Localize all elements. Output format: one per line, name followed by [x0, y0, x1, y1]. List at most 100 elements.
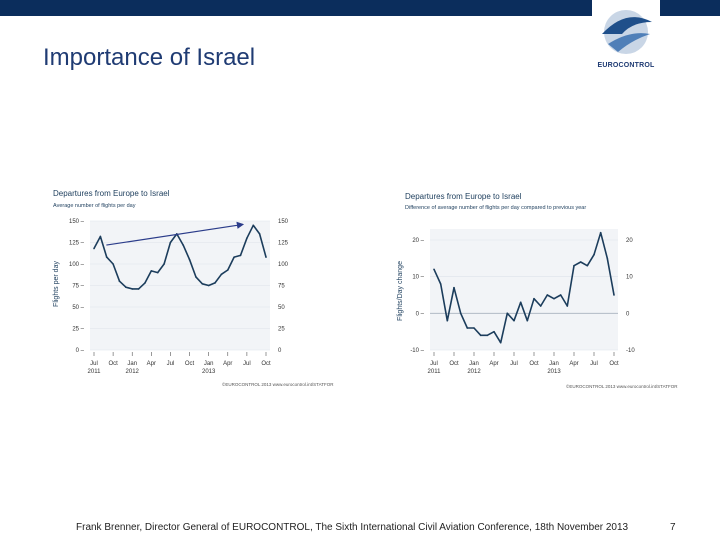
top-bar	[0, 0, 720, 16]
data-point	[433, 268, 435, 271]
x-year-label: 2012	[126, 369, 140, 375]
x-tick-label: Jul	[430, 361, 438, 367]
series-line	[433, 231, 615, 344]
data-point	[473, 327, 475, 329]
x-year-label: 2011	[88, 369, 102, 375]
y-tick-label: 10 –	[412, 275, 424, 281]
x-tick-label: Jul	[590, 361, 598, 367]
data-point	[226, 269, 229, 271]
data-point	[539, 305, 542, 307]
data-point	[150, 270, 153, 272]
data-point	[533, 297, 535, 300]
x-tick-label: Oct	[261, 361, 271, 367]
data-point	[112, 263, 114, 265]
data-point	[559, 294, 562, 296]
source-text: ©EUROCONTROL 2013 www.eurocontrol.int/ST…	[566, 383, 678, 389]
y-tick-label-right: 0	[626, 311, 630, 317]
data-point	[466, 327, 469, 329]
x-tick-label: Jan	[127, 361, 137, 367]
page-number: 7	[670, 522, 676, 533]
data-point	[513, 319, 515, 322]
chart-subtitle: Difference of average number of flights …	[405, 205, 586, 211]
data-point	[599, 231, 602, 234]
plot-area	[430, 229, 618, 350]
data-point	[606, 257, 609, 260]
x-tick-label: Jul	[243, 361, 251, 367]
x-tick-label: Oct	[609, 361, 619, 367]
data-point	[195, 276, 197, 278]
y-tick-label-right: 150	[278, 219, 289, 225]
y-tick-label-right: 125	[278, 241, 289, 247]
data-point	[93, 247, 95, 250]
chart-flights-change: Departures from Europe to Israel Differe…	[392, 188, 712, 398]
x-tick-label: Jul	[510, 361, 518, 367]
data-point	[220, 273, 223, 276]
data-point	[586, 264, 589, 267]
data-point	[593, 253, 595, 256]
data-point	[258, 233, 261, 235]
data-point	[137, 288, 140, 290]
x-tick-label: Oct	[449, 361, 459, 367]
data-point	[613, 294, 615, 296]
logo-text: EUROCONTROL	[597, 62, 655, 69]
data-point	[131, 288, 134, 290]
data-point	[246, 237, 248, 239]
x-tick-label: Jan	[204, 361, 214, 367]
data-point	[439, 283, 442, 285]
data-point	[156, 271, 159, 274]
y-tick-label: 0 –	[416, 311, 425, 317]
y-tick-label: 125 –	[69, 241, 85, 247]
y-tick-label: 150 –	[69, 219, 85, 225]
chart-flights-change-svg: Departures from Europe to Israel Differe…	[397, 192, 678, 389]
y-tick-label-right: 0	[278, 348, 282, 354]
y-tick-label: 50 –	[72, 305, 84, 311]
y-axis-label: Flights per day	[53, 261, 60, 307]
y-tick-label-right: 50	[278, 305, 285, 311]
data-point	[566, 305, 569, 307]
y-tick-label: 20 –	[412, 238, 424, 244]
data-point	[207, 284, 210, 287]
y-tick-label-right: 100	[278, 262, 289, 268]
data-point	[573, 264, 575, 267]
y-tick-label: 0 –	[76, 348, 85, 354]
y-tick-label: 25 –	[72, 327, 84, 333]
y-tick-label: 75 –	[72, 284, 84, 290]
y-tick-label-right: 10	[626, 275, 633, 281]
x-tick-label: Apr	[489, 361, 498, 367]
data-point	[144, 282, 146, 284]
x-tick-label: Apr	[223, 361, 232, 367]
data-point	[169, 241, 172, 244]
data-point	[479, 334, 482, 337]
trend-arrow	[106, 221, 245, 246]
y-tick-label-right: 20	[626, 238, 633, 244]
x-year-label: 2013	[202, 369, 216, 375]
data-point	[233, 256, 235, 258]
y-tick-label: 100 –	[69, 262, 85, 268]
source-text: ©EUROCONTROL 2013 www.eurocontrol.int/ST…	[222, 381, 334, 387]
chart-title: Departures from Europe to Israel	[405, 192, 522, 201]
data-point	[182, 244, 184, 246]
slide-title: Importance of Israel	[43, 44, 256, 71]
x-year-label: 2012	[467, 369, 481, 375]
chart-flights-per-day: Departures from Europe to Israel Average…	[44, 180, 364, 390]
y-tick-label-right: 75	[278, 284, 285, 290]
y-tick-label: -10 –	[410, 348, 424, 354]
chart-subtitle: Average number of flights per day	[53, 203, 136, 209]
data-point	[265, 256, 267, 258]
chart-title: Departures from Europe to Israel	[53, 189, 170, 198]
x-tick-label: Jan	[469, 361, 479, 367]
data-point	[188, 258, 191, 261]
data-point	[125, 286, 127, 289]
x-tick-label: Jan	[549, 361, 559, 367]
data-point	[105, 256, 108, 258]
data-point	[214, 282, 216, 284]
y-tick-label-right: -10	[626, 348, 635, 354]
x-year-label: 2011	[428, 369, 442, 375]
data-point	[239, 254, 242, 257]
data-point	[118, 280, 121, 282]
footer-text: Frank Brenner, Director General of EUROC…	[76, 522, 629, 533]
data-point	[201, 282, 204, 285]
data-point	[519, 301, 522, 304]
series-line	[93, 224, 267, 290]
data-point	[459, 312, 462, 315]
